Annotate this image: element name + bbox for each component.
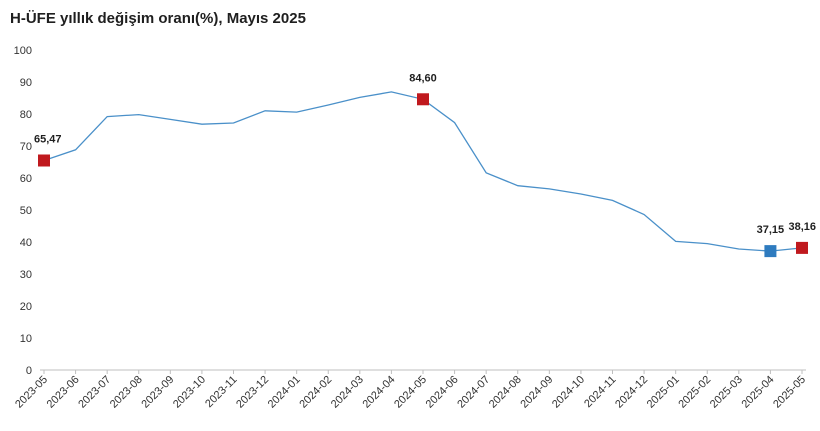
x-tick-label: 2024-11	[582, 374, 618, 410]
x-tick-label: 2023-10	[171, 374, 208, 411]
chart-title: H-ÜFE yıllık değişim oranı(%), Mayıs 202…	[10, 10, 306, 27]
x-tick-label: 2024-03	[329, 374, 366, 411]
y-tick-label: 10	[20, 333, 32, 345]
y-tick-label: 60	[20, 173, 32, 185]
data-label: 84,60	[409, 72, 437, 84]
x-tick-label: 2024-01	[266, 374, 303, 411]
highlight-marker	[764, 245, 777, 258]
x-tick-label: 2025-05	[771, 374, 808, 411]
highlight-marker	[38, 154, 50, 167]
y-tick-label: 100	[14, 45, 32, 57]
x-tick-label: 2024-06	[424, 374, 461, 411]
x-tick-label: 2023-08	[108, 374, 145, 411]
x-tick-label: 2024-07	[455, 374, 492, 411]
x-axis: 2023-052023-062023-072023-082023-092023-…	[13, 369, 808, 411]
x-tick-label: 2024-05	[392, 374, 429, 411]
y-tick-label: 20	[20, 301, 32, 313]
x-tick-label: 2024-04	[361, 374, 398, 411]
x-tick-label: 2025-02	[676, 374, 713, 411]
data-label: 38,16	[788, 221, 816, 233]
x-tick-label: 2023-05	[13, 374, 50, 411]
y-tick-label: 30	[20, 269, 32, 281]
data-label: 65,47	[34, 133, 62, 145]
series-layer	[43, 91, 803, 252]
x-tick-label: 2024-08	[487, 374, 524, 411]
x-tick-label: 2024-12	[613, 374, 650, 411]
y-axis: 0 10 20 30 40 50 60 70 80 90 100	[14, 45, 32, 377]
x-tick-label: 2023-07	[76, 374, 113, 411]
x-tick-label: 2023-12	[234, 374, 271, 411]
x-tick-label: 2025-01	[645, 374, 682, 411]
highlight-marker	[417, 93, 429, 106]
x-tick-label: 2025-04	[740, 374, 777, 411]
label-layer: 65,47 84,60 37,15 38,16	[34, 72, 816, 236]
x-tick-label: 2024-10	[550, 374, 587, 411]
x-tick-label: 2025-03	[708, 374, 745, 411]
y-tick-label: 90	[20, 77, 32, 89]
highlight-marker	[796, 241, 808, 254]
x-tick-label: 2024-09	[518, 374, 555, 411]
x-tick-label: 2024-02	[297, 374, 334, 411]
x-tick-label: 2023-06	[45, 374, 82, 411]
y-tick-label: 40	[20, 237, 32, 249]
y-tick-label: 0	[26, 365, 32, 377]
marker-layer	[38, 93, 808, 258]
x-tick-label: 2023-09	[139, 374, 176, 411]
data-label: 37,15	[757, 224, 785, 236]
y-tick-label: 50	[20, 205, 32, 217]
series-line	[43, 91, 803, 252]
y-tick-label: 80	[20, 109, 32, 121]
y-tick-label: 70	[20, 141, 32, 153]
x-tick-label: 2023-11	[203, 374, 239, 410]
